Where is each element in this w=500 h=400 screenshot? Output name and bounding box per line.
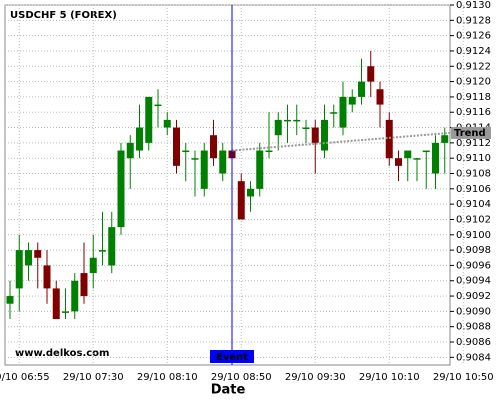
trend-line	[231, 131, 451, 152]
candle-body	[311, 127, 319, 143]
candle-body	[117, 150, 125, 228]
candle-body	[321, 119, 328, 151]
candle-body	[108, 227, 116, 266]
x-axis-title: Date	[211, 383, 246, 398]
candle-body	[358, 81, 365, 97]
trend-label-box	[451, 126, 491, 139]
x-tick-label: 29/10 06:55	[0, 372, 50, 383]
x-tick-label: 29/10 10:10	[359, 372, 420, 383]
y-tick-label: 0.9096	[456, 260, 491, 271]
plot-area	[4, 4, 451, 366]
candle-body	[71, 280, 79, 312]
y-tick-label: 0.9098	[456, 245, 491, 256]
candle-body	[89, 257, 97, 274]
candle-body	[6, 296, 14, 304]
candle-body	[348, 96, 356, 105]
candle-body	[274, 119, 282, 136]
candle-body	[145, 96, 153, 143]
candle-body	[237, 181, 245, 220]
candle-body	[339, 96, 347, 128]
candle-body	[404, 150, 412, 159]
candle-body	[441, 135, 449, 143]
candle-body	[52, 288, 60, 320]
y-tick-label: 0.9116	[456, 107, 491, 118]
y-tick-label: 0.9092	[456, 291, 491, 302]
watermark: www.delkos.com	[15, 348, 109, 359]
y-tick-label: 0.9120	[456, 77, 491, 88]
event-label-box	[210, 350, 254, 363]
y-tick-label: 0.9128	[456, 15, 491, 26]
candle-body	[284, 119, 291, 122]
candle-body	[136, 127, 143, 151]
y-tick-label: 0.9094	[456, 276, 491, 287]
candle-body	[43, 265, 51, 289]
candle-body	[34, 250, 42, 258]
y-tick-label: 0.9106	[456, 184, 491, 195]
candle-body	[330, 112, 338, 114]
chart-title: USDCHF 5 (FOREX)	[10, 10, 117, 21]
x-tick-label: 29/10 08:50	[211, 372, 272, 383]
candle-body	[422, 150, 430, 153]
y-tick-label: 0.9090	[456, 306, 491, 317]
candle-body	[376, 89, 384, 105]
candle-body	[293, 119, 301, 122]
candle-body	[302, 127, 310, 130]
candle-body	[200, 150, 208, 189]
candle-body	[210, 135, 217, 159]
y-tick-label: 0.9118	[456, 92, 491, 103]
y-tick-label: 0.9086	[456, 337, 491, 348]
y-tick-label: 0.9122	[456, 61, 491, 72]
candle-body	[173, 127, 180, 166]
candle-body	[367, 66, 375, 82]
candle-body	[182, 150, 190, 153]
y-tick-label: 0.9110	[456, 153, 491, 164]
x-tick-label: 29/10 07:30	[63, 372, 124, 383]
candle-body	[247, 188, 254, 197]
candle-body	[154, 104, 162, 107]
candle-body	[99, 250, 106, 252]
y-tick-label: 0.9104	[456, 199, 491, 210]
x-tick-label: 29/10 10:50	[433, 372, 494, 383]
y-tick-label: 0.9126	[456, 31, 491, 42]
candle-body	[265, 150, 273, 153]
y-tick-label: 0.9130	[456, 0, 491, 11]
y-tick-label: 0.9112	[456, 138, 491, 149]
candle-body	[25, 250, 32, 266]
candle-body	[62, 311, 69, 313]
candle-body	[219, 150, 227, 174]
candle-body	[126, 142, 134, 159]
candle-body	[395, 158, 402, 166]
y-tick-label: 0.9088	[456, 322, 491, 333]
candle-body	[413, 158, 421, 160]
candle-body	[163, 119, 171, 128]
x-tick-label: 29/10 08:10	[137, 372, 198, 383]
candle-body	[256, 150, 264, 189]
candle-body	[385, 119, 393, 159]
candle-body	[15, 250, 23, 289]
candle-body	[191, 158, 199, 160]
y-tick-label: 0.9124	[456, 46, 491, 57]
candle-body	[432, 142, 439, 174]
candle-body	[80, 273, 88, 297]
event-label: Event	[216, 352, 248, 363]
y-tick-label: 0.9100	[456, 230, 491, 241]
y-tick-label: 0.9102	[456, 214, 491, 225]
trend-label: Trend	[454, 128, 486, 139]
y-tick-label: 0.9084	[456, 352, 491, 363]
y-tick-label: 0.9108	[456, 169, 491, 180]
x-tick-label: 29/10 09:30	[285, 372, 346, 383]
